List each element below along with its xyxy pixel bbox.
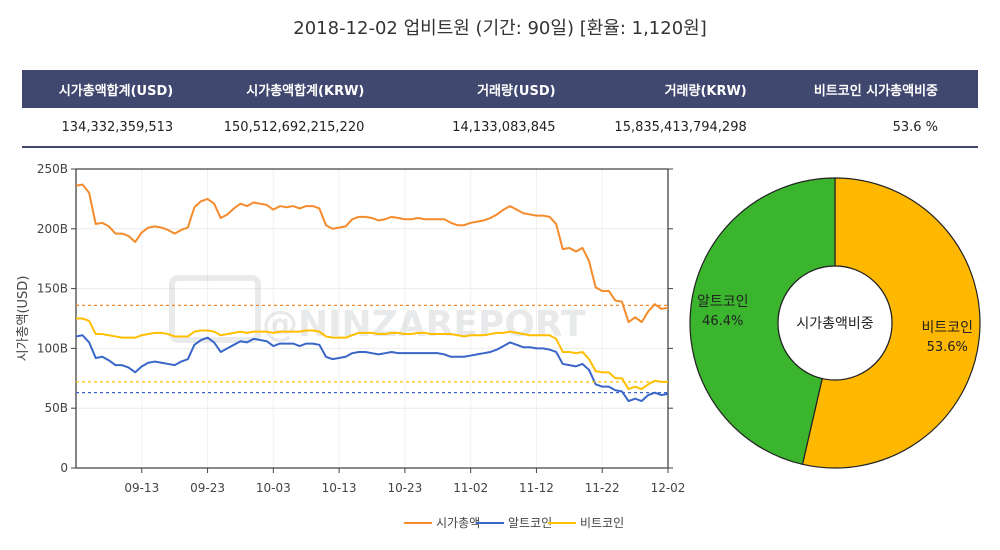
x-tick-label: 12-02	[651, 481, 686, 495]
x-tick-label: 10-03	[256, 481, 291, 495]
y-tick-label: 200B	[37, 222, 68, 236]
x-tick-label: 09-13	[124, 481, 159, 495]
summary-header-row: 시가총액합계(USD) 시가총액합계(KRW) 거래량(USD) 거래량(KRW…	[22, 70, 978, 108]
x-tick-label: 10-13	[322, 481, 357, 495]
y-tick-label: 100B	[37, 341, 68, 355]
series-line-0	[75, 183, 669, 324]
series-line-2	[76, 317, 668, 391]
header-btc-dominance: 비트코인 시가총액비중	[786, 70, 978, 108]
series-line-1	[75, 334, 669, 403]
page-title: 2018-12-02 업비트원 (기간: 90일) [환율: 1,120원]	[293, 18, 707, 39]
summary-table: 시가총액합계(USD) 시가총액합계(KRW) 거래량(USD) 거래량(KRW…	[22, 70, 978, 148]
header-volume-krw: 거래량(KRW)	[595, 70, 787, 108]
watermark-text: @NINZAREPORT	[262, 304, 586, 345]
watermark-logo: @NINZAREPORT	[169, 275, 586, 345]
chart-area: 0 50B 100B 150B 200B 250B 09-13 09-23 10-03 10-13…	[16, 162, 981, 530]
pie-slice-percent: 53.6%	[927, 340, 968, 355]
pie-slice-label: 알트코인	[697, 294, 749, 310]
value-total-usd: 134,332,359,513	[61, 119, 174, 135]
x-tick-label: 09-23	[190, 481, 225, 495]
value-btc-dominance: 53.6 %	[892, 119, 938, 135]
pie-slice-label: 비트코인	[922, 320, 974, 336]
y-tick-label: 0	[60, 461, 68, 475]
legend-label: 알트코인	[508, 516, 552, 530]
summary-value-row: 134,332,359,513 150,512,692,215,220 14,1…	[22, 108, 978, 147]
x-tick-label: 11-12	[519, 481, 554, 495]
pie-center-label: 시가총액비중	[796, 316, 873, 332]
legend-item-0: 시가총액	[404, 516, 480, 530]
legend-label: 비트코인	[580, 516, 624, 530]
value-volume-usd: 14,133,083,845	[452, 119, 556, 135]
header-total-krw: 시가총액합계(KRW)	[213, 70, 405, 108]
legend-item-1: 알트코인	[476, 516, 552, 530]
header-volume-usd: 거래량(USD)	[404, 70, 596, 108]
pie-slice-percent: 46.4%	[702, 314, 743, 329]
y-tick-label: 50B	[44, 401, 68, 415]
pie-center-hole	[777, 265, 893, 381]
value-total-krw: 150,512,692,215,220	[223, 119, 365, 135]
y-tick-label: 250B	[37, 162, 68, 176]
value-volume-krw: 15,835,413,794,298	[614, 119, 747, 135]
x-tick-label: 11-22	[585, 481, 620, 495]
y-tick-label: 150B	[37, 282, 68, 296]
y-axis-title: 시가총액(USD)	[16, 276, 31, 362]
x-tick-label: 10-23	[387, 481, 422, 495]
legend-item-2: 비트코인	[548, 516, 624, 530]
x-tick-label: 11-02	[453, 481, 488, 495]
header-total-usd: 시가총액합계(USD)	[22, 70, 214, 108]
watermark-monitor-icon	[169, 275, 261, 343]
legend-label: 시가총액	[436, 516, 480, 530]
